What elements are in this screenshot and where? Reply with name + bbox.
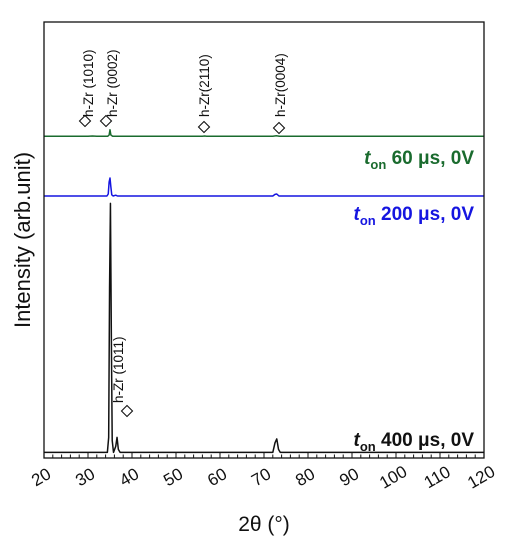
peak-annotation-label: h-Zr (1011) <box>111 336 126 403</box>
x-tick-label: 40 <box>116 464 142 490</box>
x-axis-label: 2θ (°) <box>238 513 290 536</box>
series-line <box>44 177 484 197</box>
series-label: ton 60 μs, 0V <box>364 148 474 172</box>
annotation-layer: h-Zr (1010) h-Zr (0002) h-Zr(2110) h-Zr(000… <box>78 49 288 418</box>
peak-diamond-marker <box>272 121 286 135</box>
peak-diamond-marker <box>78 114 92 128</box>
peak-annotation-label: h-Zr (0002) <box>105 49 120 117</box>
peak-annotation-label: h-Zr(0004) <box>273 53 288 117</box>
x-tick-label: 120 <box>464 462 498 493</box>
peak-diamond-marker <box>99 114 113 128</box>
x-tick-label: 110 <box>421 462 454 492</box>
series-label: ton 400 μs, 0V <box>354 430 475 454</box>
x-tick-label: 70 <box>248 464 274 490</box>
x-tick-label: 100 <box>376 462 410 493</box>
x-tick-label: 80 <box>292 464 318 490</box>
x-tick-label: 50 <box>160 464 186 490</box>
y-axis-label: Intensity (arb.unit) <box>10 152 35 328</box>
peak-diamond-marker <box>197 120 211 134</box>
x-tick-label: 20 <box>28 464 54 490</box>
x-tick-label: 60 <box>204 464 230 490</box>
peak-diamond-marker <box>120 404 134 418</box>
peak-annotation-label: h-Zr(2110) <box>197 54 212 117</box>
peak-annotation-label: h-Zr (1010) <box>81 49 96 117</box>
series-label-layer: ton 60 μs, 0V ton 200 μs, 0V ton 400 μs, 0… <box>354 148 475 454</box>
series-line <box>44 202 484 454</box>
x-tick-label: 90 <box>336 464 362 490</box>
series-line <box>44 129 484 137</box>
x-tick-label: 30 <box>72 464 98 490</box>
series-label: ton 200 μs, 0V <box>354 204 475 228</box>
series-layer <box>44 129 484 454</box>
